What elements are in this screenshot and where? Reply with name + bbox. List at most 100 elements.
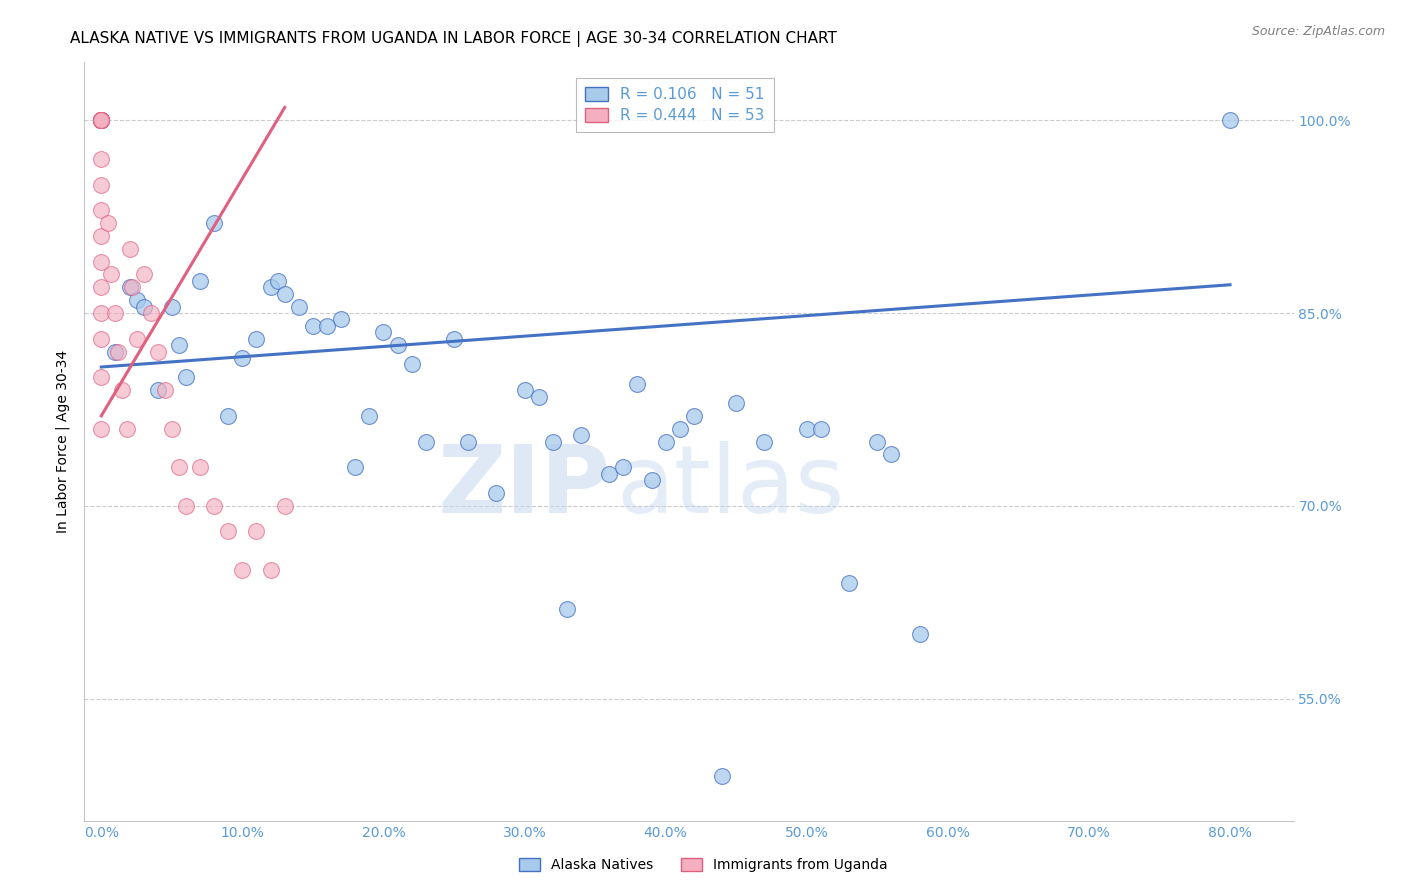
Point [167,460,190,475]
Point [668,422,690,436]
Point [288,300,311,314]
Text: ZIP: ZIP [437,441,610,533]
Point [231,351,253,365]
Point [90,113,112,128]
Point [202,499,225,513]
Point [344,460,367,475]
Point [555,601,578,615]
Point [302,318,325,333]
Point [513,383,536,397]
Point [160,300,183,314]
Point [90,152,112,166]
Point [485,486,508,500]
Point [167,338,190,352]
Point [188,274,211,288]
Point [90,113,112,128]
Point [90,113,112,128]
Point [796,422,818,436]
Point [245,524,267,539]
Point [626,376,648,391]
Point [443,332,465,346]
Point [401,358,423,372]
Point [273,499,295,513]
Point [90,113,112,128]
Point [90,113,112,128]
Point [259,280,281,294]
Point [160,422,183,436]
Point [132,268,155,282]
Point [245,332,267,346]
Point [598,467,620,481]
Point [217,409,239,423]
Point [908,627,931,641]
Point [266,274,288,288]
Point [90,113,112,128]
Point [359,409,381,423]
Point [90,113,112,128]
Point [100,268,122,282]
Point [104,306,127,320]
Point [125,293,148,308]
Point [415,434,437,449]
Text: ALASKA NATIVE VS IMMIGRANTS FROM UGANDA IN LABOR FORCE | AGE 30-34 CORRELATION C: ALASKA NATIVE VS IMMIGRANTS FROM UGANDA … [70,31,837,47]
Point [683,409,706,423]
Point [273,286,295,301]
Point [132,300,155,314]
Text: Source: ZipAtlas.com: Source: ZipAtlas.com [1251,25,1385,38]
Point [90,113,112,128]
Point [838,575,860,590]
Point [90,228,112,243]
Point [259,563,281,577]
Point [90,203,112,218]
Point [810,422,832,436]
Point [316,318,339,333]
Point [880,447,903,461]
Point [754,434,776,449]
Point [373,326,395,340]
Point [527,390,550,404]
Point [90,113,112,128]
Point [174,499,197,513]
Point [90,113,112,128]
Point [612,460,634,475]
Point [90,370,112,384]
Point [90,113,112,128]
Point [107,344,129,359]
Point [174,370,197,384]
Point [153,383,176,397]
Point [457,434,479,449]
Point [654,434,676,449]
Point [90,113,112,128]
Point [217,524,239,539]
Point [90,113,112,128]
Point [146,344,169,359]
Point [569,428,592,442]
Legend: R = 0.106   N = 51, R = 0.444   N = 53: R = 0.106 N = 51, R = 0.444 N = 53 [575,78,773,132]
Point [139,306,162,320]
Point [90,422,112,436]
Point [90,113,112,128]
Point [125,332,148,346]
Point [90,113,112,128]
Point [231,563,253,577]
Point [711,769,734,783]
Point [188,460,211,475]
Point [387,338,409,352]
Point [1219,113,1241,128]
Point [90,113,112,128]
Point [90,280,112,294]
Point [121,280,143,294]
Point [90,113,112,128]
Y-axis label: In Labor Force | Age 30-34: In Labor Force | Age 30-34 [56,350,70,533]
Point [90,113,112,128]
Point [90,113,112,128]
Point [640,473,662,487]
Point [115,422,138,436]
Point [97,216,120,230]
Point [118,242,141,256]
Point [90,332,112,346]
Point [111,383,134,397]
Point [90,254,112,268]
Point [90,306,112,320]
Point [866,434,889,449]
